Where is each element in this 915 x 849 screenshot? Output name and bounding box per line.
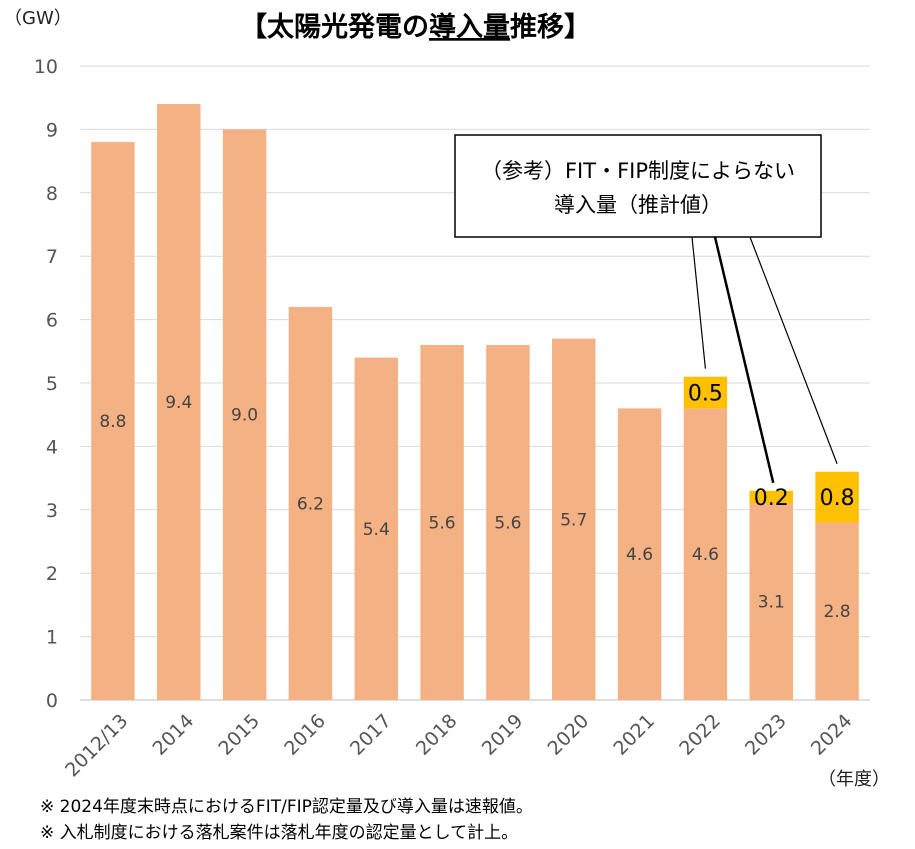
bar-extra-label: 0.2 (754, 486, 789, 511)
x-tick-label: 2016 (280, 710, 330, 760)
bar-base (815, 522, 859, 700)
y-tick-label: 10 (34, 56, 58, 78)
bar-value-label: 2.8 (824, 602, 851, 622)
x-tick-label: 2017 (346, 710, 396, 760)
x-tick-label: 2012/13 (61, 710, 132, 781)
x-tick-label: 2014 (149, 710, 199, 760)
callout-line2: 導入量（推計値） (554, 193, 722, 217)
bar-extra-label: 0.5 (688, 382, 723, 407)
bar-extra (749, 490, 793, 504)
y-tick-label: 3 (46, 500, 58, 522)
x-tick-label: 2020 (544, 710, 594, 760)
callout-leader-line (691, 236, 707, 369)
callout: （参考）FIT・FIP制度によらない 導入量（推計値） (454, 134, 838, 484)
bar-base (157, 104, 201, 701)
y-tick-label: 4 (46, 436, 58, 458)
y-tick-label: 7 (46, 246, 58, 268)
y-tick-label: 0 (46, 690, 58, 712)
bar-value-label: 8.8 (99, 412, 126, 432)
callout-leader-line (749, 236, 838, 464)
x-tick-label: 2021 (609, 710, 659, 760)
callout-leader-line (713, 236, 775, 484)
bar-extra-label: 0.8 (820, 486, 855, 511)
callout-leaders (691, 236, 838, 484)
bar-base (552, 338, 596, 700)
bar-value-label: 6.2 (297, 494, 324, 514)
chart-title: 【太陽光発電の導入量推移】 (240, 11, 591, 43)
x-tick-label: 2022 (675, 710, 725, 760)
y-tick-label: 6 (46, 310, 58, 332)
bar-value-label: 4.6 (626, 545, 653, 565)
x-tick-label: 2015 (214, 710, 264, 760)
bar-value-label: 3.1 (758, 593, 785, 613)
bar-base (222, 129, 267, 700)
y-axis-unit: （GW） (4, 8, 72, 29)
y-tick-label: 9 (46, 119, 58, 141)
bar-base (420, 344, 464, 700)
callout-box (454, 134, 822, 238)
bar-base (288, 306, 333, 700)
x-tick-label: 2019 (478, 710, 528, 760)
bar-base (617, 408, 662, 700)
x-tick-label: 2018 (412, 710, 462, 760)
bar-extra (683, 376, 728, 409)
bar-base (749, 503, 793, 700)
bar-value-label: 5.6 (429, 513, 456, 533)
footnote-1: ※ 2024年度末時点におけるFIT/FIP認定量及び導入量は速報値。 (40, 797, 533, 817)
bar-base (354, 357, 398, 700)
bar-value-label: 9.0 (231, 406, 258, 426)
footnotes: ※ 2024年度末時点におけるFIT/FIP認定量及び導入量は速報値。 ※ 入札… (40, 797, 533, 843)
bar-base (683, 408, 728, 700)
title-suffix: 推移】 (510, 12, 591, 43)
bar-value-label: 5.6 (494, 513, 521, 533)
title-underlined: 導入量 (429, 11, 510, 43)
y-tick-label: 8 (46, 183, 58, 205)
bar-value-label: 5.7 (560, 510, 587, 530)
bar-value-label: 5.4 (363, 520, 390, 540)
y-tick-label: 2 (46, 563, 58, 585)
title-prefix: 【太陽光発電の (240, 12, 429, 43)
bar-value-label: 4.6 (692, 545, 719, 565)
bar-base (91, 142, 135, 700)
bar-base (486, 344, 530, 700)
bar-value-label: 9.4 (165, 393, 192, 413)
callout-line1: （参考）FIT・FIP制度によらない (481, 159, 795, 183)
y-tick-labels: 0 1 2 3 4 5 6 7 8 9 10 (34, 56, 58, 712)
x-tick-labels: 2012/13 2014 2015 2016 2017 2018 2019 2020 2021 2… (61, 710, 857, 781)
svg-text:【太陽光発電の導入量推移】: 【太陽光発電の導入量推移】 (240, 11, 591, 43)
y-tick-label: 1 (46, 627, 58, 649)
y-tick-label: 5 (46, 373, 58, 395)
bars: 8.8 9.4 9.0 6.2 5.4 5.6 5.6 5.7 4.6 4.6 0.5 3.1 0.2 2… (91, 104, 859, 701)
x-tick-label: 2023 (741, 710, 791, 760)
footnote-2: ※ 入札制度における落札案件は落札年度の認定量として計上。 (40, 823, 518, 843)
x-tick-label: 2024 (807, 710, 857, 760)
bar-extra (815, 471, 859, 523)
x-axis-unit: （年度） (818, 769, 890, 790)
